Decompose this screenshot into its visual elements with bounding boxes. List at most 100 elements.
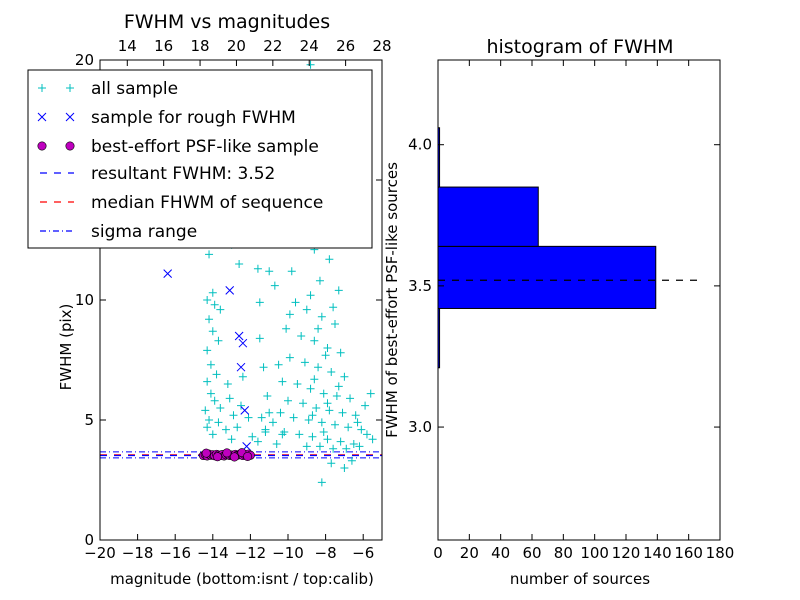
all-sample-point	[280, 428, 289, 436]
scatter-marks	[100, 60, 382, 487]
legend-frame	[27, 69, 373, 249]
all-sample-point	[302, 442, 311, 451]
all-sample-point	[208, 288, 217, 297]
scatter-x-axis-label: magnitude (bottom:isnt / top:calib)	[110, 570, 374, 588]
all-sample-point	[248, 432, 257, 441]
legend-plus-marker	[66, 84, 74, 92]
all-sample-point	[325, 406, 334, 415]
y-tick-label: 0	[84, 531, 94, 549]
all-sample-point	[253, 437, 262, 446]
all-sample-point	[293, 380, 302, 388]
all-sample-point	[244, 413, 253, 422]
histogram-title: histogram of FWHM	[486, 36, 673, 58]
x-tick-label: −10	[272, 544, 304, 562]
all-sample-point	[338, 408, 347, 417]
rough-sample-point	[234, 331, 244, 341]
all-sample-point	[334, 382, 343, 391]
y-tick-label: 10	[75, 291, 94, 309]
x-tick-label: 20	[460, 544, 479, 562]
rough-sample-point	[225, 286, 235, 295]
all-sample-point	[206, 389, 215, 398]
all-sample-point	[255, 334, 264, 343]
psf-sample-point	[229, 452, 239, 462]
all-sample-point	[332, 392, 341, 400]
all-sample-point	[344, 423, 353, 432]
histogram-y-axis-label: FWHM of best-effort PSF-like sources	[383, 162, 401, 438]
x-tick-label: 100	[580, 544, 609, 562]
all-sample-point	[205, 315, 214, 324]
all-sample-point	[306, 384, 315, 393]
all-sample-point	[317, 312, 326, 321]
all-sample-point	[315, 442, 324, 451]
all-sample-point	[323, 344, 332, 352]
all-sample-point	[329, 303, 338, 312]
all-sample-point	[314, 363, 323, 372]
all-sample-point	[321, 351, 330, 360]
all-sample-point	[223, 380, 232, 388]
all-sample-point	[306, 60, 315, 69]
legend-label: resultant FWHM: 3.52	[91, 164, 275, 184]
histogram-bar	[437, 186, 539, 247]
all-sample-point	[238, 372, 247, 381]
all-sample-point	[208, 327, 217, 336]
all-sample-point	[340, 372, 349, 381]
legend-x-marker	[37, 112, 47, 122]
all-sample-point	[257, 413, 266, 422]
all-sample-point	[299, 399, 308, 408]
all-sample-point	[216, 305, 225, 314]
all-sample-point	[319, 389, 328, 398]
all-sample-point	[327, 368, 336, 376]
all-sample-point	[203, 346, 212, 355]
x-tick-label: 40	[491, 544, 510, 562]
all-sample-point	[212, 370, 221, 379]
all-sample-point	[336, 437, 345, 446]
all-sample-point	[216, 404, 225, 412]
histogram-panel: 0 20 40 60 80 100 120 140 160 180 3.0 3.5 4.0 histog…	[383, 36, 734, 588]
all-sample-point	[285, 310, 294, 319]
all-sample-point	[229, 411, 238, 420]
legend-x-marker	[37, 112, 75, 122]
rough-sample-point	[238, 338, 248, 348]
x-tick-label: 80	[554, 544, 573, 562]
all-sample-point	[295, 430, 304, 439]
top-x-tick-label: 28	[372, 37, 391, 55]
all-sample-point	[361, 401, 370, 410]
y-tick-label: 5	[84, 411, 94, 429]
all-sample-point	[319, 428, 328, 436]
all-sample-point	[331, 320, 339, 328]
histogram-marks	[437, 127, 697, 369]
legend-x-marker	[65, 112, 75, 122]
legend-label: all sample	[91, 79, 178, 99]
all-sample-point	[325, 255, 334, 264]
legend-circle-marker	[37, 141, 75, 151]
all-sample-point	[210, 300, 219, 309]
top-x-tick-label: 18	[191, 37, 210, 55]
all-sample-point	[203, 377, 212, 386]
all-sample-point	[351, 411, 360, 420]
all-sample-point	[284, 396, 292, 405]
all-sample-point	[327, 459, 336, 468]
all-sample-point	[300, 358, 309, 367]
all-sample-point	[235, 260, 244, 268]
all-sample-point	[201, 406, 210, 415]
legend-plus-marker	[38, 84, 74, 92]
legend-label: sigma range	[91, 222, 197, 242]
y-tick-label: 4.0	[408, 136, 432, 154]
top-x-tick-label: 22	[263, 37, 282, 55]
all-sample-point	[282, 324, 291, 333]
x-tick-label: −12	[235, 544, 267, 562]
psf-sample-point	[222, 448, 232, 458]
all-sample-point	[331, 420, 339, 429]
legend-plus-marker	[38, 84, 46, 92]
scatter-title: FWHM vs magnitudes	[124, 11, 330, 33]
all-sample-point	[255, 298, 264, 307]
all-sample-point	[221, 425, 230, 434]
all-sample-point	[263, 392, 272, 400]
all-sample-point	[355, 442, 364, 451]
all-sample-point	[208, 430, 217, 439]
x-tick-label: −20	[84, 544, 116, 562]
all-sample-point	[268, 418, 277, 427]
x-tick-label: −18	[122, 544, 154, 562]
all-sample-point	[349, 440, 358, 448]
all-sample-point	[297, 332, 306, 340]
